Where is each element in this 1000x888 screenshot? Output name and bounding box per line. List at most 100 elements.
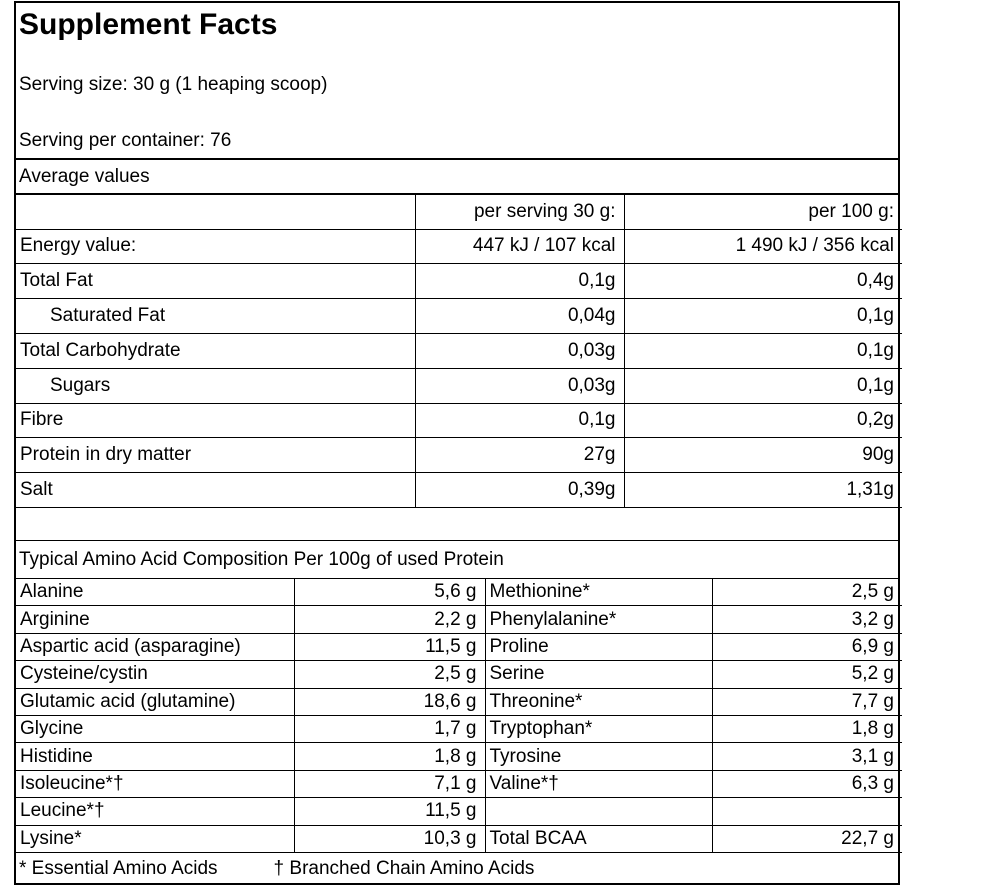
nutrient-label: Energy value:: [16, 229, 416, 265]
per-serving-value: 0,03g: [415, 368, 625, 404]
amino-acid-row: Lysine* 10,3 g Total BCAA 22,7 g: [16, 825, 902, 854]
nutrition-row: Sugars 0,03g 0,1g: [16, 368, 902, 404]
amino-value-right: 1,8 g: [712, 715, 902, 744]
per-100g-value: 1 490 kJ / 356 kcal: [624, 229, 902, 265]
per-serving-value: 0,1g: [415, 263, 625, 300]
amino-name-left: Glycine: [16, 715, 295, 744]
amino-acid-row: Leucine*† 11,5 g: [16, 797, 902, 826]
label-title: Supplement Facts: [19, 8, 278, 41]
amino-value-right: 7,7 g: [712, 688, 902, 716]
amino-value-right: [712, 797, 902, 826]
amino-acid-row: Cysteine/cystin 2,5 g Serine 5,2 g: [16, 660, 902, 689]
amino-acid-row: Glutamic acid (glutamine) 18,6 g Threonine…: [16, 688, 902, 716]
nutrition-row: Energy value: 447 kJ / 107 kcal 1 490 kJ /…: [16, 229, 902, 265]
amino-name-right: Valine*†: [485, 770, 713, 799]
per-serving-value: 0,1g: [415, 403, 625, 439]
amino-name-right: Total BCAA: [485, 825, 713, 854]
nutrition-header-row: per serving 30 g: per 100 g:: [16, 195, 902, 230]
nutrient-label: Saturated Fat: [16, 298, 416, 334]
amino-value-right: 5,2 g: [712, 660, 902, 689]
amino-name-right: Phenylalanine*: [485, 605, 713, 634]
amino-value-left: 11,5 g: [294, 633, 486, 662]
footnote-bcaa: † Branched Chain Amino Acids: [273, 857, 535, 879]
amino-name-left: Glutamic acid (glutamine): [16, 688, 295, 716]
amino-value-left: 2,5 g: [294, 660, 486, 689]
amino-acid-table-body: Alanine 5,6 g Methionine* 2,5 g Arginine 2,2 …: [16, 579, 902, 854]
amino-value-left: 11,5 g: [294, 797, 486, 826]
amino-section-heading-row: Typical Amino Acid Composition Per 100g …: [16, 541, 898, 579]
amino-name-left: Leucine*†: [16, 797, 295, 826]
nutrition-row: Protein in dry matter 27g 90g: [16, 437, 902, 474]
nutrient-label: Total Fat: [16, 263, 416, 300]
amino-name-left: Isoleucine*†: [16, 770, 295, 799]
nutrition-header-blank: [16, 195, 416, 230]
amino-acid-row: Alanine 5,6 g Methionine* 2,5 g: [16, 579, 902, 607]
amino-value-left: 2,2 g: [294, 605, 486, 634]
per-100g-value: 90g: [624, 437, 902, 474]
amino-value-left: 7,1 g: [294, 770, 486, 799]
per-serving-value: 27g: [415, 437, 625, 474]
nutrient-label: Salt: [16, 472, 416, 508]
amino-value-right: 3,2 g: [712, 605, 902, 634]
amino-name-left: Lysine*: [16, 825, 295, 854]
amino-section-heading: Typical Amino Acid Composition Per 100g …: [19, 548, 504, 570]
nutrition-row: Salt 0,39g 1,31g: [16, 472, 902, 508]
per-serving-value: 0,04g: [415, 298, 625, 334]
nutrition-row: Total Fat 0,1g 0,4g: [16, 263, 902, 300]
per-100g-value: 0,1g: [624, 298, 902, 334]
amino-value-left: 5,6 g: [294, 579, 486, 607]
spacer-row: [16, 508, 898, 541]
per-serving-value: 0,39g: [415, 472, 625, 508]
amino-name-right: [485, 797, 713, 826]
average-values-label: Average values: [19, 165, 150, 187]
amino-name-right: Proline: [485, 633, 713, 662]
per-serving-value: 447 kJ / 107 kcal: [415, 229, 625, 265]
amino-acid-row: Glycine 1,7 g Tryptophan* 1,8 g: [16, 715, 902, 744]
amino-value-left: 1,7 g: [294, 715, 486, 744]
nutrition-row: Saturated Fat 0,04g 0,1g: [16, 298, 902, 334]
amino-name-left: Aspartic acid (asparagine): [16, 633, 295, 662]
amino-value-left: 18,6 g: [294, 688, 486, 716]
nutrition-row: Total Carbohydrate 0,03g 0,1g: [16, 333, 902, 369]
per-100g-value: 0,1g: [624, 368, 902, 404]
amino-acid-row: Isoleucine*† 7,1 g Valine*† 6,3 g: [16, 770, 902, 799]
supplement-facts-label: Supplement Facts Serving size: 30 g (1 h…: [14, 1, 902, 885]
amino-name-left: Histidine: [16, 742, 295, 771]
amino-name-left: Cysteine/cystin: [16, 660, 295, 689]
amino-value-left: 10,3 g: [294, 825, 486, 854]
servings-per-container-text: Serving per container: 76: [19, 130, 232, 151]
footnotes-row: * Essential Amino Acids † Branched Chain…: [16, 853, 898, 884]
amino-value-right: 6,9 g: [712, 633, 902, 662]
nutrient-label: Total Carbohydrate: [16, 333, 416, 369]
amino-name-right: Serine: [485, 660, 713, 689]
amino-value-left: 1,8 g: [294, 742, 486, 771]
nutrition-table: per serving 30 g: per 100 g: Energy valu…: [16, 195, 902, 508]
amino-acid-row: Arginine 2,2 g Phenylalanine* 3,2 g: [16, 605, 902, 634]
amino-name-right: Threonine*: [485, 688, 713, 716]
amino-name-right: Tryptophan*: [485, 715, 713, 744]
amino-acid-row: Histidine 1,8 g Tyrosine 3,1 g: [16, 742, 902, 771]
label-header-section: Supplement Facts Serving size: 30 g (1 h…: [16, 3, 898, 160]
amino-name-right: Methionine*: [485, 579, 713, 607]
per-100g-value: 0,1g: [624, 333, 902, 369]
nutrition-header-per-100g: per 100 g:: [624, 195, 902, 230]
amino-value-right: 2,5 g: [712, 579, 902, 607]
per-100g-value: 1,31g: [624, 472, 902, 508]
amino-value-right: 22,7 g: [712, 825, 902, 854]
per-100g-value: 0,4g: [624, 263, 902, 300]
nutrition-header-per-serving: per serving 30 g:: [415, 195, 625, 230]
amino-value-right: 6,3 g: [712, 770, 902, 799]
serving-size-text: Serving size: 30 g (1 heaping scoop): [19, 74, 328, 95]
amino-acid-row: Aspartic acid (asparagine) 11,5 g Proline 6…: [16, 633, 902, 662]
per-serving-value: 0,03g: [415, 333, 625, 369]
nutrition-table-body: per serving 30 g: per 100 g: Energy valu…: [16, 195, 902, 508]
nutrition-row: Fibre 0,1g 0,2g: [16, 403, 902, 439]
nutrient-label: Protein in dry matter: [16, 437, 416, 474]
amino-name-left: Arginine: [16, 605, 295, 634]
amino-acid-table: Alanine 5,6 g Methionine* 2,5 g Arginine 2,2 …: [16, 579, 902, 854]
footnote-essential: * Essential Amino Acids: [19, 857, 218, 879]
per-100g-value: 0,2g: [624, 403, 902, 439]
nutrient-label: Fibre: [16, 403, 416, 439]
amino-name-left: Alanine: [16, 579, 295, 607]
